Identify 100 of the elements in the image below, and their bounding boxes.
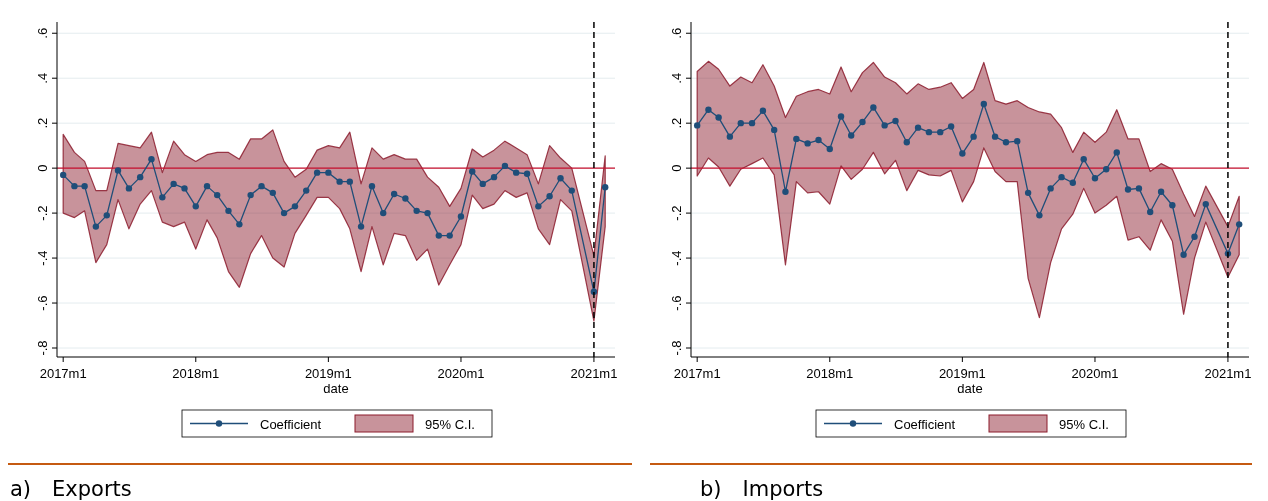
point [1036, 212, 1043, 219]
point [903, 139, 910, 146]
point [336, 178, 343, 185]
point [1146, 208, 1154, 216]
legend-label: Coefficient [894, 416, 956, 432]
point [269, 189, 276, 197]
y-tick-label: -.8 [669, 340, 684, 356]
point [1180, 251, 1187, 258]
x-tick-label: 2017m1 [39, 366, 87, 381]
point [181, 185, 188, 192]
point [848, 132, 855, 139]
point [870, 104, 877, 111]
legend-label: Coefficient [260, 416, 322, 432]
point [1014, 137, 1021, 145]
point [92, 223, 100, 230]
point [546, 193, 553, 200]
point [1202, 200, 1209, 208]
point [535, 203, 542, 210]
point [959, 150, 966, 157]
x-axis-title: date [957, 381, 983, 396]
y-tick-label: .6 [35, 27, 50, 39]
point [59, 171, 67, 179]
point [782, 188, 789, 195]
point [705, 106, 712, 113]
point [837, 113, 845, 120]
text: a) Exports [10, 477, 132, 501]
point [826, 145, 833, 153]
point [170, 180, 177, 188]
point [303, 187, 310, 194]
point [937, 128, 944, 136]
point [1235, 221, 1243, 228]
point [715, 114, 722, 121]
y-tick-label: -.4 [35, 250, 50, 266]
point [1191, 233, 1198, 240]
point [793, 135, 800, 143]
x-tick-label: 2020m1 [1071, 366, 1119, 381]
point [737, 119, 744, 127]
point [291, 203, 299, 210]
point [214, 191, 221, 199]
y-tick-label: .6 [669, 27, 684, 39]
x-axis-title: date [323, 381, 349, 396]
point [512, 169, 520, 176]
point [479, 180, 486, 188]
x-tick-label: 2017m1 [673, 366, 721, 381]
point [804, 140, 811, 147]
y-tick-label: -.8 [35, 340, 50, 356]
point [192, 203, 199, 210]
point [313, 169, 321, 176]
point [71, 182, 78, 190]
y-tick-label: 0 [35, 164, 50, 172]
point [446, 232, 453, 239]
point [759, 107, 767, 115]
point [136, 173, 144, 181]
point [346, 178, 354, 185]
point [225, 207, 232, 215]
point [523, 170, 531, 177]
point [380, 209, 387, 217]
point [1103, 166, 1110, 173]
point [1069, 179, 1077, 186]
point [148, 155, 155, 163]
point [469, 168, 476, 175]
point [815, 136, 822, 144]
y-tick-label: -.6 [35, 295, 50, 311]
point [236, 221, 243, 228]
point [991, 133, 999, 140]
point [770, 126, 778, 134]
point [1002, 139, 1010, 146]
point [435, 232, 443, 239]
point [1024, 189, 1032, 197]
point [1124, 186, 1132, 193]
y-tick-label: -.6 [669, 295, 684, 311]
point [1091, 175, 1099, 182]
point [914, 124, 922, 131]
point [413, 207, 420, 215]
y-tick-label: .4 [669, 72, 684, 84]
x-tick-label: 2019m1 [304, 366, 352, 381]
point [125, 185, 133, 192]
point [424, 209, 431, 217]
x-tick-label: 2020m1 [437, 366, 485, 381]
point [325, 169, 332, 176]
y-tick-label: .4 [35, 72, 50, 84]
point [980, 100, 988, 108]
point [258, 182, 265, 190]
point [1169, 202, 1176, 209]
point [1058, 173, 1065, 181]
point [970, 133, 977, 140]
x-tick-label: 2018m1 [172, 366, 220, 381]
text: 95% C.I. [425, 416, 475, 432]
x-tick-label: 2021m1 [570, 366, 618, 381]
point [1157, 188, 1165, 195]
point [114, 167, 122, 174]
point [81, 182, 88, 190]
x-tick-label: 2021m1 [1204, 366, 1252, 381]
point [726, 133, 734, 140]
point [390, 190, 398, 198]
point [1113, 149, 1120, 156]
point [1047, 185, 1054, 192]
point [159, 194, 166, 201]
point [568, 187, 575, 194]
y-tick-label: .2 [35, 117, 50, 129]
